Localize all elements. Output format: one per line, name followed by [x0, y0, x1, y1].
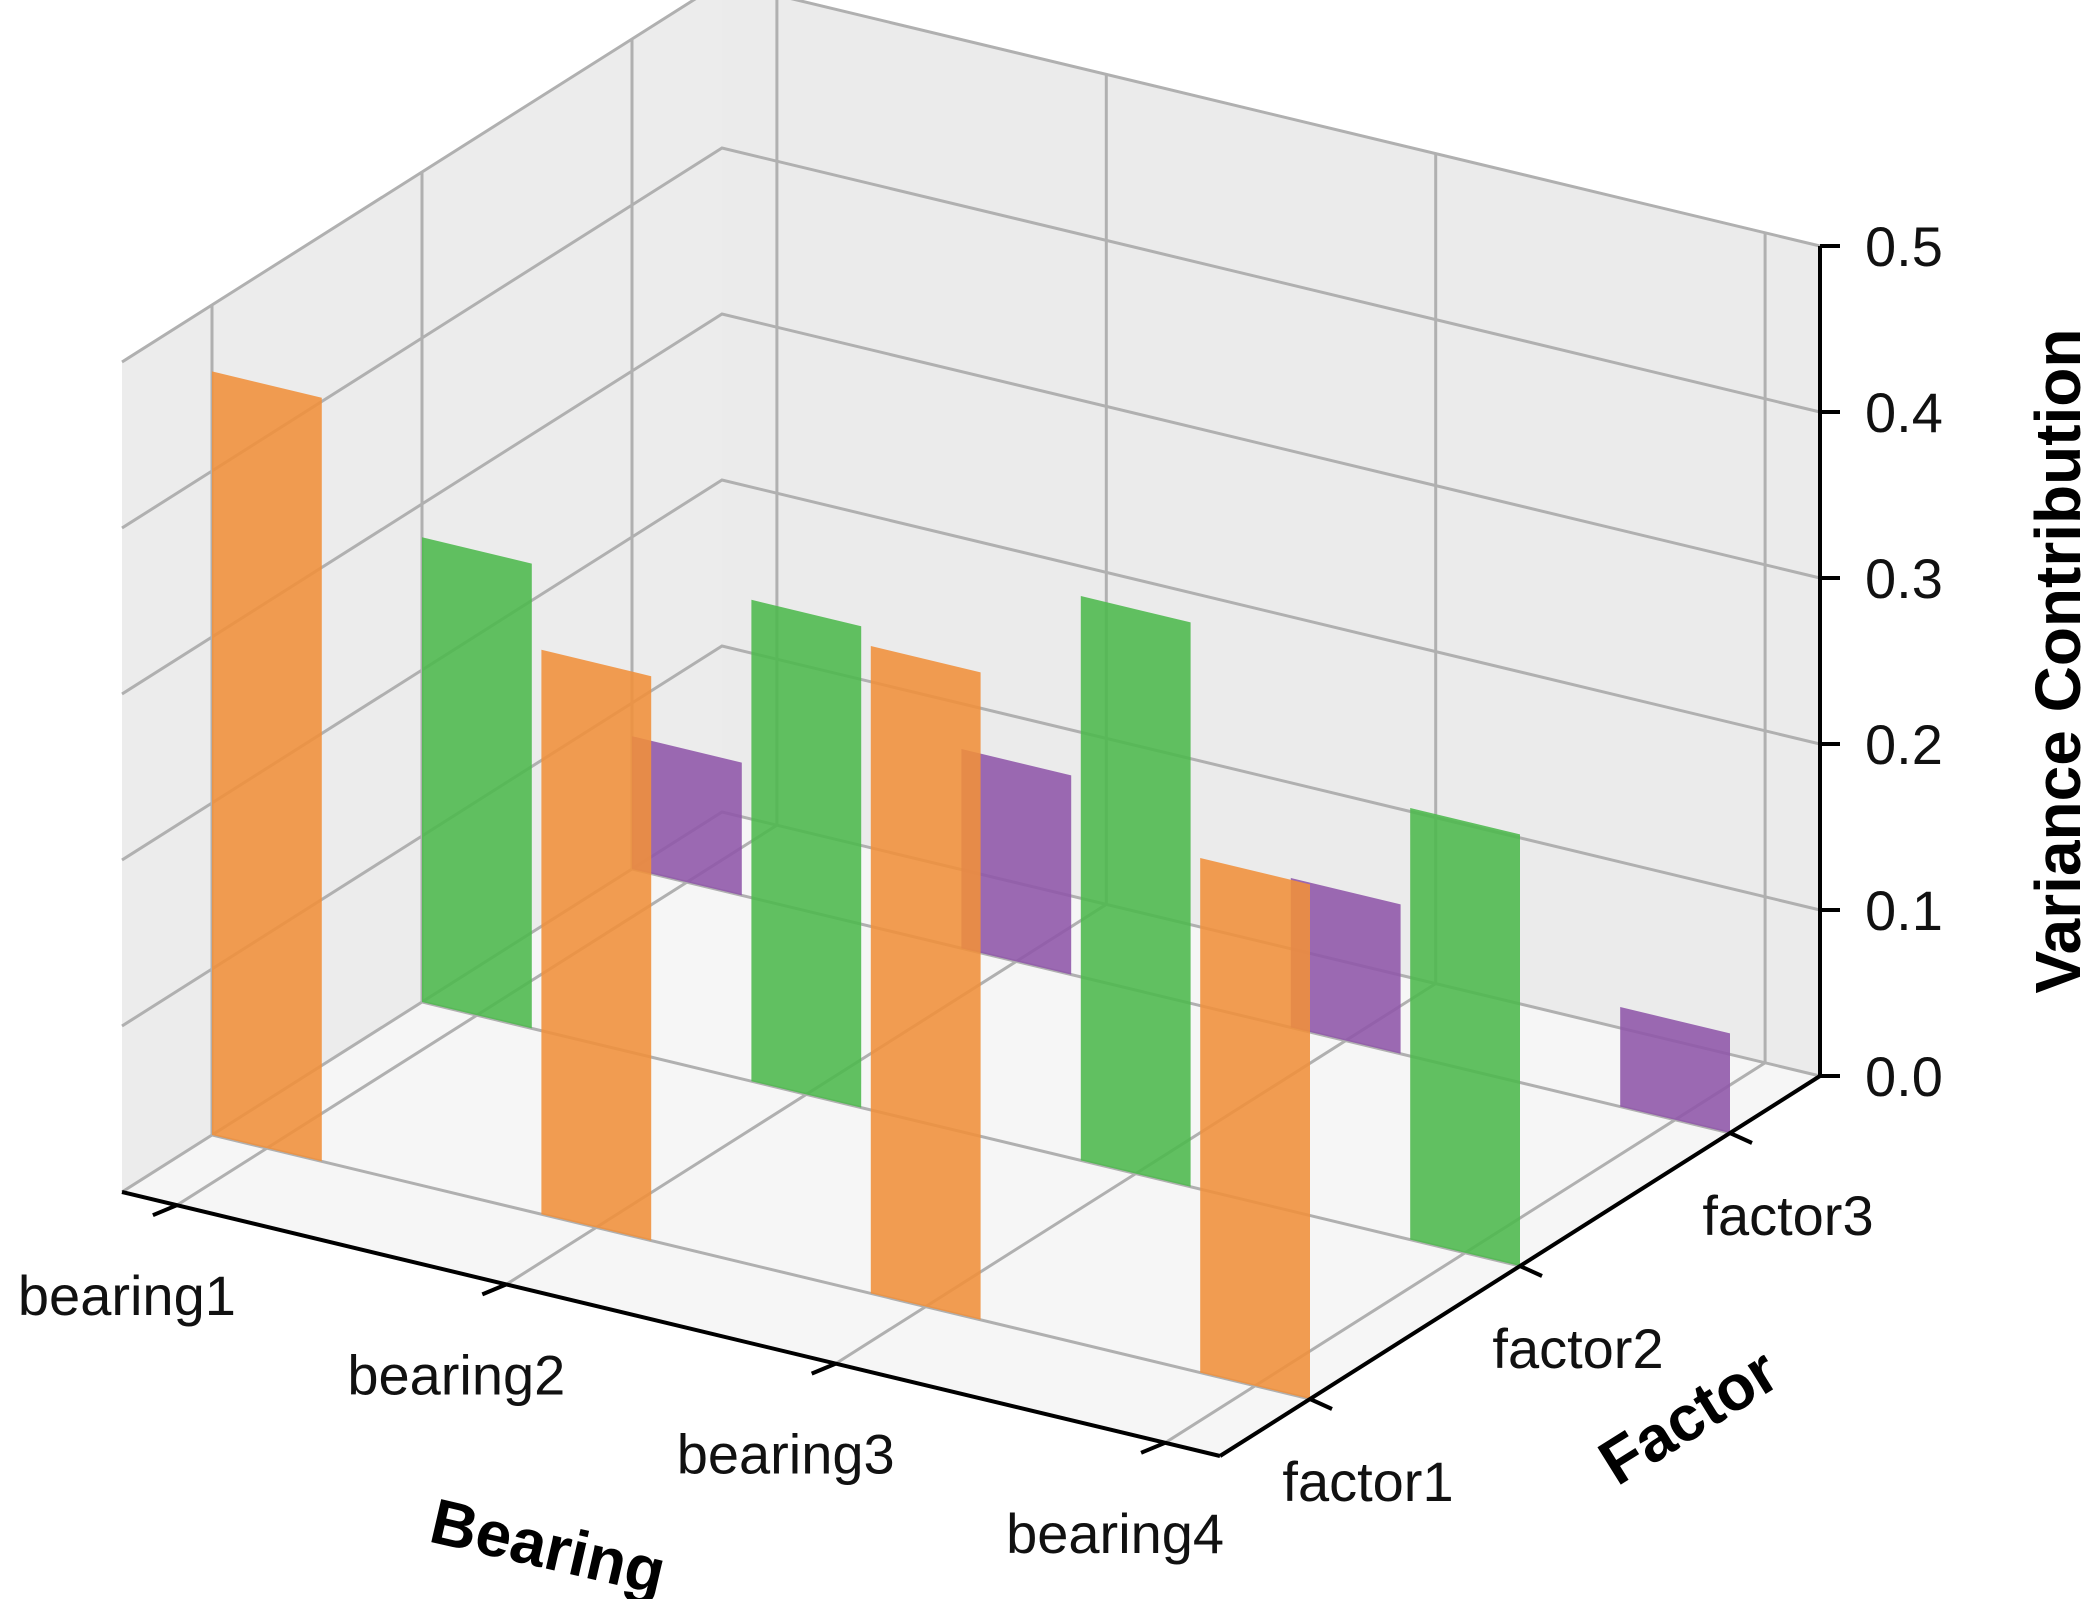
x-gridline	[1164, 232, 1767, 1445]
bar-bearing3-factor2	[1080, 596, 1191, 1187]
x-axis-line	[121, 1190, 1221, 1458]
x-tick-label: bearing2	[347, 1343, 565, 1406]
bar-bearing2-factor2	[751, 599, 862, 1108]
z-tick-label: 0.1	[1865, 879, 1943, 942]
y-tick-label: factor2	[1492, 1317, 1663, 1380]
x-tick	[810, 1361, 837, 1376]
x-tick-label: bearing4	[1006, 1502, 1224, 1565]
y-tick-label: factor1	[1282, 1450, 1453, 1513]
z-tick-label: 0.3	[1865, 547, 1943, 610]
bar-bearing1-factor3	[632, 736, 742, 896]
bar-bearing4-factor3	[1620, 1007, 1730, 1133]
bar-bearing4-factor1	[1200, 858, 1310, 1399]
x-tick	[152, 1203, 178, 1218]
z-tick-label: 0.2	[1865, 713, 1943, 776]
y-tick	[1309, 1397, 1333, 1411]
axes	[121, 244, 1840, 1458]
bar-bearing1-factor1	[212, 371, 322, 1162]
x-tick-label: bearing3	[677, 1423, 895, 1486]
z-gridline	[121, 478, 1821, 862]
z-gridline	[121, 146, 1821, 530]
bar-bearing4-factor2	[1410, 808, 1520, 1266]
z-gridline	[121, 312, 1821, 696]
labels: bearing1 bearing2 bearing3 bearing4 factor1 f…	[18, 215, 2094, 1599]
bar-bearing3-factor1	[870, 646, 981, 1320]
bars	[212, 371, 1730, 1399]
z-tick-label: 0.5	[1865, 215, 1943, 278]
bar-bearing2-factor3	[961, 749, 1072, 975]
bar-bearing2-factor1	[541, 649, 652, 1241]
z-tick-label: 0.4	[1865, 381, 1943, 444]
bar-bearing3-factor3	[1290, 878, 1401, 1054]
x-tick-label: bearing1	[18, 1264, 236, 1327]
x-axis-title: Bearing	[424, 1485, 672, 1599]
z-tick-label: 0.0	[1865, 1045, 1943, 1108]
y-tick	[1519, 1264, 1543, 1278]
y-tick-label: factor3	[1702, 1184, 1873, 1247]
x-tick	[1140, 1440, 1166, 1455]
z-gridline	[121, 0, 1821, 364]
z-axis-title: Variance Contribution	[2022, 329, 2094, 994]
x-tick	[481, 1282, 508, 1297]
y-tick	[1729, 1131, 1753, 1145]
bar-bearing1-factor2	[422, 537, 532, 1029]
